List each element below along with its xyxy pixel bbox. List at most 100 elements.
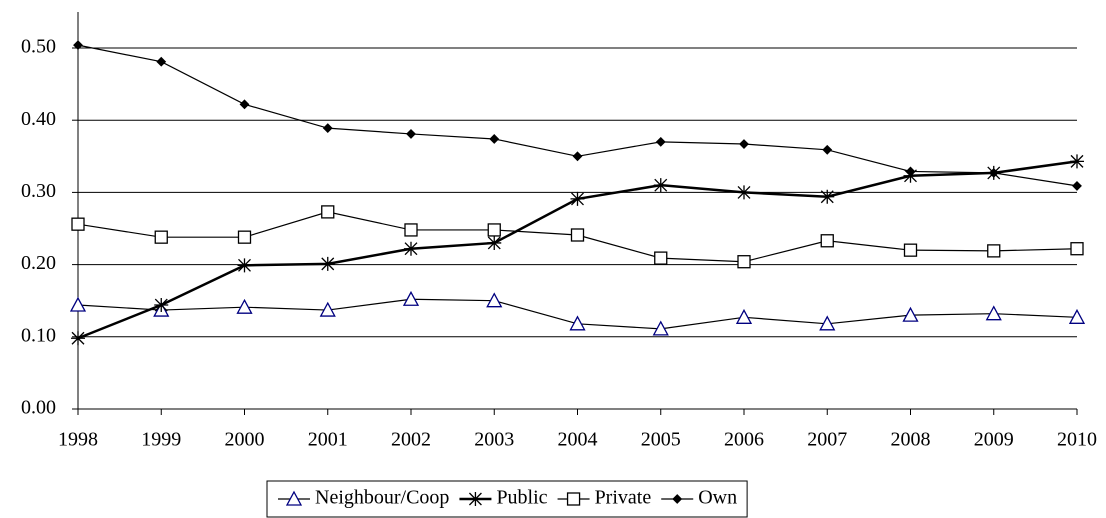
marker-part	[322, 123, 333, 134]
marker-part	[73, 40, 83, 51]
marker-part	[820, 234, 834, 248]
point	[319, 301, 336, 317]
point	[156, 56, 167, 67]
marker-part	[487, 223, 501, 237]
legend-label: Neighbour/Coop	[315, 487, 449, 509]
marker-part	[1070, 242, 1084, 256]
marker-part	[489, 134, 500, 144]
marker-part	[156, 56, 167, 67]
point	[404, 241, 418, 256]
point	[406, 128, 416, 139]
point	[737, 185, 751, 200]
x-tick-label: 2010	[1057, 429, 1097, 451]
marker-part	[988, 167, 999, 178]
x-tick-label: 2006	[724, 429, 764, 451]
point	[820, 234, 834, 248]
y-tick-label: 0.20	[21, 252, 56, 274]
legend-marker	[285, 490, 303, 506]
marker-part	[236, 298, 253, 314]
point	[737, 255, 751, 269]
point	[71, 217, 85, 231]
point	[822, 144, 833, 155]
marker-part	[468, 492, 483, 506]
legend-label: Public	[496, 487, 547, 509]
point	[321, 205, 335, 219]
marker-part	[566, 492, 581, 506]
x-tick-label: 2007	[807, 429, 847, 451]
point	[154, 230, 168, 244]
marker-part	[654, 251, 668, 265]
y-tick-label: 0.40	[21, 108, 56, 130]
x-tick-label: 2009	[974, 429, 1014, 451]
legend-item: Own	[661, 487, 737, 509]
point	[404, 223, 418, 237]
point	[985, 305, 1002, 321]
x-tick-label: 2008	[891, 429, 931, 451]
point	[735, 308, 753, 324]
marker-part	[903, 243, 918, 257]
point	[570, 191, 585, 206]
marker-part	[822, 144, 833, 155]
point	[819, 315, 836, 331]
marker-part	[239, 99, 250, 110]
point	[487, 235, 502, 250]
legend-item: Private	[557, 487, 652, 509]
legend-marker	[566, 492, 581, 506]
y-tick-label: 0.00	[21, 397, 56, 419]
point	[655, 136, 666, 147]
marker-part	[987, 244, 1001, 258]
marker-part	[737, 255, 751, 269]
point	[653, 178, 668, 193]
marker-part	[404, 241, 418, 256]
point	[569, 315, 586, 331]
point	[902, 306, 919, 322]
point	[1070, 242, 1084, 256]
point	[654, 251, 668, 265]
x-tick-label: 1999	[141, 429, 181, 451]
x-tick-label: 1998	[58, 429, 98, 451]
marker-part	[1072, 180, 1082, 191]
marker-part	[1068, 308, 1086, 324]
marker-part	[905, 166, 916, 177]
point	[905, 166, 916, 177]
point	[987, 244, 1001, 258]
point	[1068, 308, 1086, 324]
point	[903, 243, 918, 257]
legend-marker	[672, 494, 683, 504]
point	[820, 189, 835, 204]
point	[570, 228, 585, 242]
marker-part	[71, 217, 85, 231]
marker-part	[655, 136, 666, 147]
legend-label: Private	[595, 487, 652, 509]
y-tick-label: 0.10	[21, 324, 56, 346]
point	[487, 223, 501, 237]
legend-item: Neighbour/Coop	[278, 487, 449, 509]
x-tick-label: 2005	[641, 429, 681, 451]
marker-part	[69, 296, 87, 312]
marker-part	[486, 292, 503, 308]
point	[988, 167, 999, 178]
point	[154, 298, 169, 313]
point	[237, 258, 252, 273]
marker-part	[985, 305, 1002, 321]
x-tick-label: 2002	[391, 429, 431, 451]
point	[1072, 180, 1082, 191]
x-tick-label: 2004	[558, 429, 598, 451]
marker-part	[402, 290, 420, 306]
marker-part	[739, 139, 749, 149]
legend-item: Public	[459, 487, 548, 509]
point	[73, 40, 83, 51]
marker-part	[237, 230, 252, 244]
marker-part	[902, 306, 919, 322]
point	[1070, 154, 1084, 169]
point	[489, 134, 500, 144]
point	[486, 292, 503, 308]
point	[236, 298, 253, 314]
marker-part	[819, 315, 836, 331]
point	[402, 290, 420, 306]
marker-part	[320, 256, 335, 271]
marker-part	[321, 205, 335, 219]
point	[71, 331, 85, 346]
marker-part	[406, 128, 416, 139]
